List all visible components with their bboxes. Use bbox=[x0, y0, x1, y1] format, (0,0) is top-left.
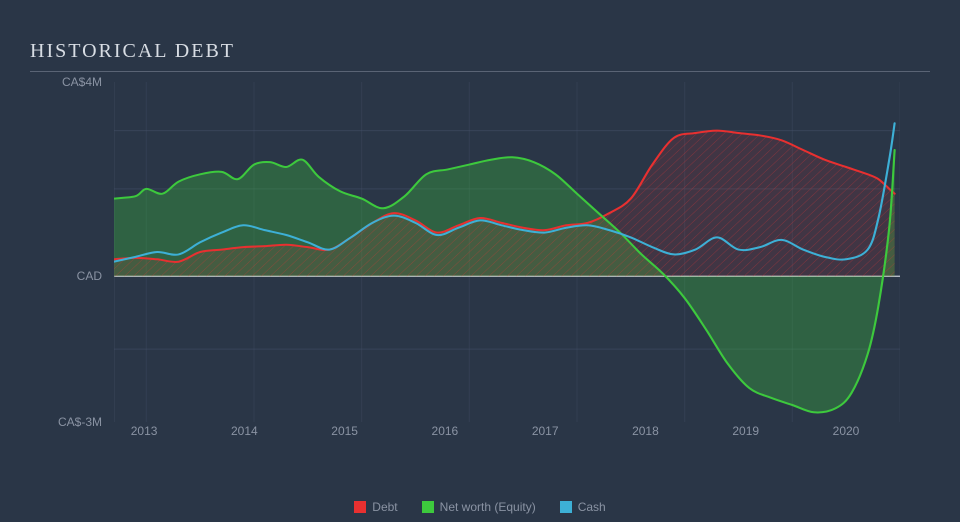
plot-area bbox=[114, 82, 900, 422]
legend-label: Cash bbox=[578, 500, 606, 514]
legend-label: Net worth (Equity) bbox=[440, 500, 536, 514]
chart-title: HISTORICAL DEBT bbox=[30, 40, 930, 72]
x-tick-label: 2017 bbox=[532, 424, 559, 438]
y-tick-label: CA$4M bbox=[62, 75, 102, 89]
legend-swatch bbox=[560, 501, 572, 513]
legend-item: Cash bbox=[560, 500, 606, 514]
x-axis-labels: 2013 2014 2015 2016 2017 2018 2019 2020 bbox=[114, 424, 900, 444]
x-tick-label: 2014 bbox=[231, 424, 258, 438]
legend: Debt Net worth (Equity) Cash bbox=[0, 500, 960, 514]
legend-label: Debt bbox=[372, 500, 397, 514]
x-tick-label: 2020 bbox=[833, 424, 860, 438]
y-tick-label: CAD bbox=[77, 269, 102, 283]
legend-swatch bbox=[354, 501, 366, 513]
legend-item: Net worth (Equity) bbox=[422, 500, 536, 514]
x-tick-label: 2013 bbox=[131, 424, 158, 438]
legend-item: Debt bbox=[354, 500, 397, 514]
chart-svg bbox=[114, 82, 900, 422]
x-tick-label: 2018 bbox=[632, 424, 659, 438]
y-tick-label: CA$-3M bbox=[58, 415, 102, 429]
legend-swatch bbox=[422, 501, 434, 513]
x-tick-label: 2016 bbox=[432, 424, 459, 438]
x-tick-label: 2019 bbox=[732, 424, 759, 438]
x-tick-label: 2015 bbox=[331, 424, 358, 438]
y-axis-labels: CA$4MCADCA$-3M bbox=[30, 82, 110, 462]
chart-area: CA$4MCADCA$-3M 2013201420152016201720182… bbox=[30, 82, 930, 462]
